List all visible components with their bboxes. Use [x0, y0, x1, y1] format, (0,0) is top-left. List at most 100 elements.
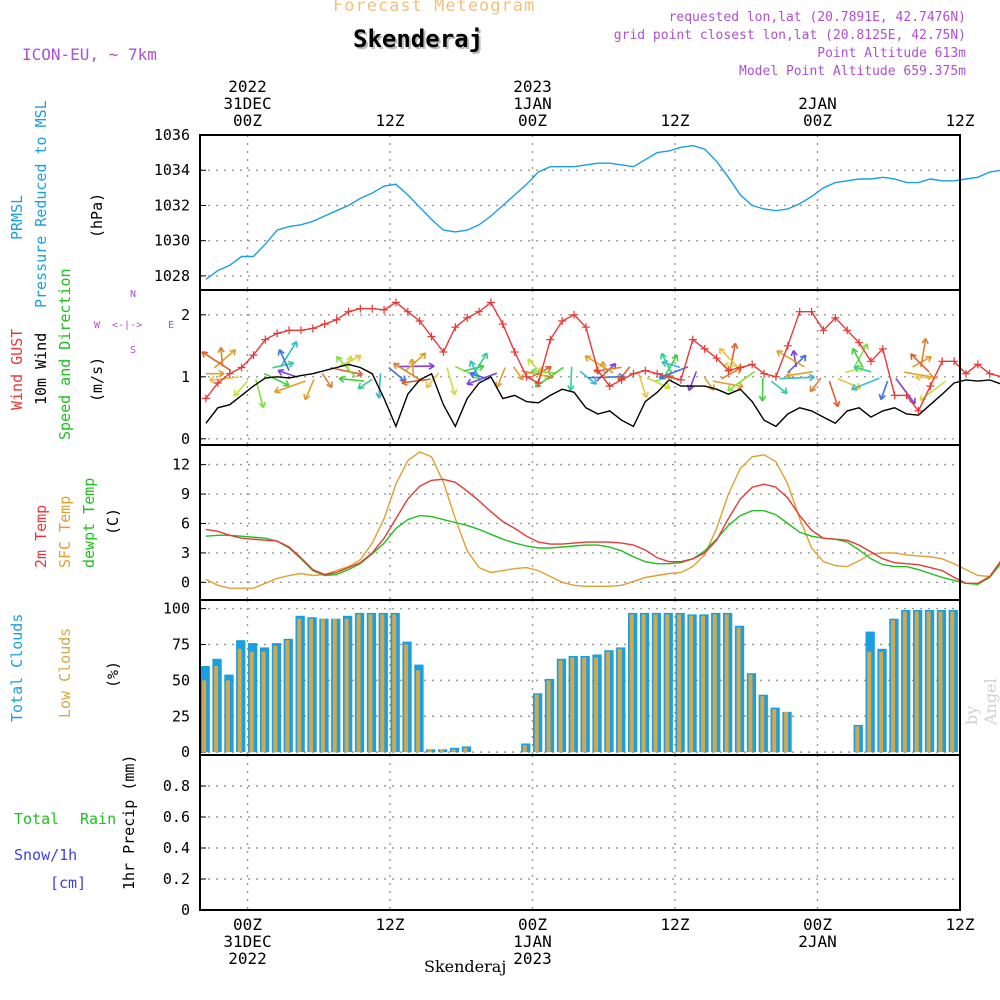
ytick-label-2-3: 9 — [181, 485, 190, 503]
wind-arrow-head — [590, 378, 598, 386]
gust-line-marker — [795, 307, 804, 316]
wind-arrow-head — [861, 343, 869, 350]
ytick-label-2-0: 0 — [181, 573, 190, 591]
gust-line-marker — [403, 307, 412, 316]
point-altitude: Point Altitude 613m — [817, 46, 966, 61]
gust-line-marker — [902, 391, 911, 400]
gust-line-marker — [439, 348, 448, 356]
wind-arrow-head — [785, 371, 793, 379]
wind-arrow-head — [392, 362, 400, 370]
gust-line-marker — [712, 354, 721, 363]
low-cloud-bar — [249, 651, 254, 753]
ytick-label-1-1: 1 — [181, 368, 190, 386]
low-cloud-bar — [522, 745, 527, 753]
wind-arrow — [786, 370, 813, 377]
compass-w: W — [94, 320, 101, 331]
wind-arrow — [761, 377, 764, 402]
model-altitude: Model Point Altitude 659.375m — [739, 64, 966, 79]
wind-arrow — [852, 348, 864, 368]
wind-arrow — [272, 362, 294, 369]
wind-arrow-head — [878, 393, 886, 401]
low-cloud-bar — [594, 657, 599, 753]
low-cloud-bar — [344, 618, 349, 753]
wind-arrow — [579, 370, 597, 385]
bottom-time-label-5-0: 12Z — [946, 915, 975, 934]
wind-arrow-head — [408, 358, 416, 365]
top-time-label-2-0: 2023 — [513, 77, 552, 96]
wind-arrow-head — [291, 340, 298, 348]
gust-line-marker — [771, 372, 780, 381]
footer-station: Skenderaj — [424, 957, 507, 976]
wind-arrow — [404, 352, 427, 372]
wind-arrow-head — [758, 395, 767, 402]
ytick-label-2-1: 3 — [181, 544, 190, 562]
compass-s: S — [130, 345, 137, 356]
low-cloud-bar — [237, 648, 242, 753]
wind-arrow — [851, 377, 880, 391]
low-cloud-bar — [570, 657, 575, 753]
ytick-label-0-1: 1030 — [154, 232, 190, 250]
bottom-time-label-2-0: 00Z — [518, 915, 547, 934]
wind-arrow-head — [258, 401, 267, 409]
low-cloud-bar — [606, 651, 610, 753]
ytick-label-3-0: 0 — [181, 743, 190, 761]
wind-arrow-head — [466, 378, 474, 386]
bottom-time-label-4-1: 2JAN — [798, 932, 837, 951]
wind-arrow-head — [335, 355, 343, 363]
wind-arrow-head — [419, 352, 427, 360]
low-cloud-bar — [214, 666, 219, 753]
wind-arrow-head — [584, 355, 592, 362]
gust-line-marker — [961, 369, 970, 378]
low-cloud-bar — [914, 611, 919, 753]
top-time-label-2-2: 00Z — [518, 111, 547, 130]
wind-arrow — [201, 351, 232, 372]
gust-line-marker — [356, 304, 365, 313]
gust-line-marker — [415, 317, 424, 325]
low-cloud-bar — [689, 615, 694, 753]
low-cloud-bar — [558, 660, 563, 753]
gust-line-marker — [629, 369, 638, 378]
gust-line-marker — [605, 382, 614, 391]
low-cloud-bar — [404, 644, 409, 753]
wind-arrow-head — [851, 347, 859, 355]
wind-arrow — [646, 377, 671, 389]
compass-e: E — [168, 320, 175, 331]
wind-arrow — [213, 349, 236, 369]
wind-arrow — [688, 371, 698, 391]
wind-arrow — [787, 354, 807, 374]
wind-arrow-head — [527, 358, 534, 366]
wind-arrow — [277, 369, 298, 378]
wind-arrow-head — [401, 378, 408, 386]
wind-arrow-head — [346, 355, 354, 362]
top-time-label-4-2: 00Z — [803, 111, 832, 130]
gust-line-marker — [427, 332, 436, 341]
gust-line-marker — [486, 298, 495, 307]
wind-arrow-head — [808, 373, 815, 382]
gust-line-marker — [617, 375, 626, 384]
low-cloud-bar — [273, 645, 278, 753]
gust-line-marker — [213, 379, 222, 387]
gust-line-marker — [285, 326, 294, 335]
tsfc-line — [205, 451, 1000, 589]
gust-line-marker — [760, 369, 769, 378]
station-title: Skenderaj — [353, 25, 484, 53]
rain-label: Rain — [80, 810, 117, 828]
gust-line-marker — [688, 335, 697, 344]
wind-arrow-head — [217, 346, 225, 354]
ytick-label-3-3: 75 — [172, 635, 190, 653]
wind-arrow-head — [659, 352, 667, 360]
gust-line-marker — [843, 326, 852, 335]
gust-line-marker — [475, 307, 484, 316]
gust-line-marker — [866, 357, 875, 366]
wind-arrow — [512, 366, 524, 381]
gust-line-marker — [546, 335, 555, 344]
wind-arrow-head — [780, 387, 788, 395]
ytick-label-3-4: 100 — [163, 600, 190, 618]
low-cloud-bar — [534, 694, 539, 753]
gust-line-marker — [831, 313, 840, 322]
top-time-label-0-0: 2022 — [228, 77, 267, 96]
low-cloud-bar — [392, 614, 397, 753]
wind-arrow — [718, 347, 739, 368]
gust-line-marker — [950, 357, 959, 366]
gust-line-marker — [890, 391, 899, 400]
